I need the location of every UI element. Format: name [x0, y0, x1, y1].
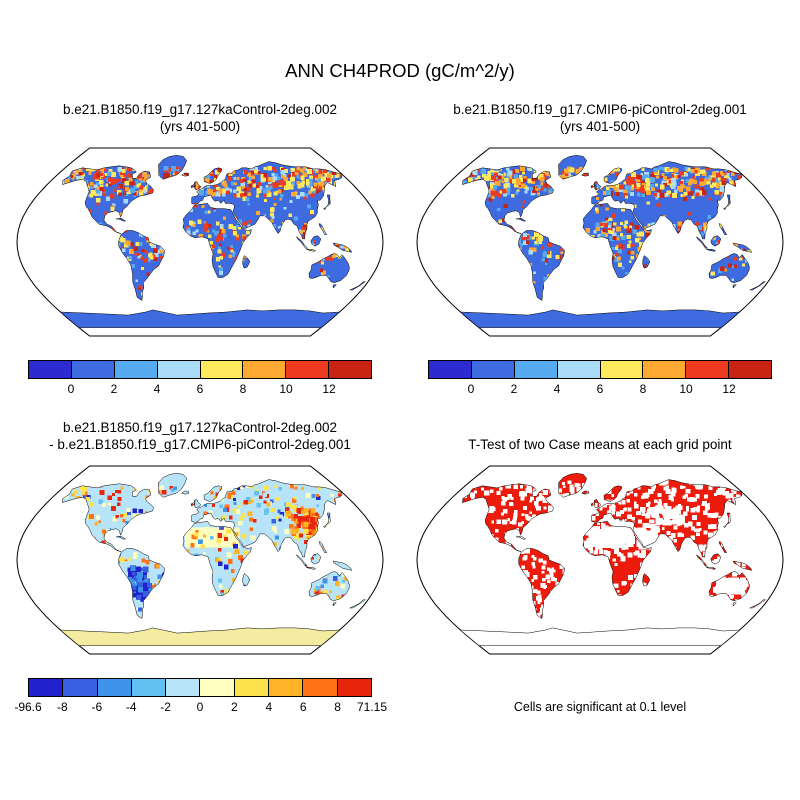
panel-title-case2: b.e21.B1850.f19_g17.CMIP6-piControl-2deg…	[400, 102, 800, 138]
colorbar-cell	[243, 361, 287, 378]
colorbar-tick: -2	[160, 700, 171, 714]
panel-title-case1: b.e21.B1850.f19_g17.127kaControl-2deg.00…	[0, 102, 400, 138]
colorbar-tick: 2	[510, 382, 518, 396]
colorbar-mean-left: 0 2 4 6 8 10 12	[28, 360, 372, 396]
colorbar-tick: 4	[265, 700, 273, 714]
panel-title-ttest: T-Test of two Case means at each grid po…	[468, 437, 732, 452]
colorbar-cell	[600, 361, 644, 378]
colorbar-cell	[303, 679, 338, 696]
colorbar-cell	[337, 679, 371, 696]
colorbar-cells	[28, 360, 372, 379]
colorbar-cell	[200, 679, 235, 696]
colorbar-cell	[729, 361, 771, 378]
colorbar-cell	[157, 361, 201, 378]
colorbar-cell	[131, 679, 167, 696]
panel-title-line1: b.e21.B1850.f19_g17.127kaControl-2deg.00…	[63, 102, 337, 117]
colorbar-cell	[166, 679, 201, 696]
panel-case2-mean: b.e21.B1850.f19_g17.CMIP6-piControl-2deg…	[400, 102, 800, 396]
colorbar-ticks: -96.6 -8 -6 -4 -2 0 2 4 6 8 71.15	[14, 697, 387, 714]
colorbar-cell	[114, 361, 158, 378]
colorbar-cell	[514, 361, 558, 378]
colorbar-tick: -4	[125, 700, 137, 714]
colorbar-tick: 6	[299, 700, 307, 714]
colorbar-cell	[97, 679, 132, 696]
colorbar-ticks: 0 2 4 6 8 10 12	[428, 379, 772, 396]
colorbar-cell	[286, 361, 330, 378]
colorbar-tick: 2	[110, 382, 118, 396]
colorbar-cell	[29, 679, 64, 696]
colorbar-tick: 4	[153, 382, 161, 396]
map-container-difference	[14, 462, 386, 658]
map-container-ttest	[414, 462, 786, 658]
colorbar-cell	[71, 361, 115, 378]
colorbar-tick: 8	[239, 382, 247, 396]
colorbar-cell	[200, 361, 244, 378]
world-map-ttest	[416, 465, 784, 655]
colorbar-mean-right: 0 2 4 6 8 10 12	[428, 360, 772, 396]
colorbar-tick: 2	[231, 700, 238, 714]
world-map-case1-mean	[16, 147, 384, 337]
world-map-difference	[16, 465, 384, 655]
figure-title: ANN CH4PROD (gC/m^2/y)	[285, 60, 515, 81]
colorbar-tick: 6	[596, 382, 604, 396]
colorbar-cell	[269, 679, 304, 696]
colorbar-cell	[234, 679, 270, 696]
panel-title-difference: b.e21.B1850.f19_g17.127kaControl-2deg.00…	[0, 420, 400, 456]
panel-title-line2: (yrs 401-500)	[159, 118, 241, 134]
colorbar-tick: 8	[639, 382, 647, 396]
colorbar-cell	[429, 361, 472, 378]
map-container-case1	[14, 144, 386, 340]
colorbar-ticks: 0 2 4 6 8 10 12	[28, 379, 372, 396]
colorbar-tick: 6	[196, 382, 204, 396]
panel-title-line1: b.e21.B1850.f19_g17.127kaControl-2deg.00…	[63, 420, 337, 435]
colorbar-cell	[329, 361, 371, 378]
panel-difference: b.e21.B1850.f19_g17.127kaControl-2deg.00…	[0, 420, 400, 714]
colorbar-tick: 10	[679, 382, 693, 396]
panel-title-line2: - b.e21.B1850.f19_g17.CMIP6-piControl-2d…	[49, 436, 351, 452]
colorbar-cell	[471, 361, 515, 378]
colorbar-cell	[686, 361, 730, 378]
colorbar-tick: -6	[91, 700, 103, 714]
colorbar-cell	[63, 679, 98, 696]
colorbar-tick: 0	[67, 382, 75, 396]
colorbar-tick: 0	[467, 382, 475, 396]
panel-title-line1: b.e21.B1850.f19_g17.CMIP6-piControl-2deg…	[453, 102, 747, 117]
panel-case1-mean: b.e21.B1850.f19_g17.127kaControl-2deg.00…	[0, 102, 400, 396]
colorbar-cell	[643, 361, 687, 378]
colorbar-cells	[428, 360, 772, 379]
panel-title-line2: (yrs 401-500)	[559, 118, 641, 134]
world-map-case2-mean	[416, 147, 784, 337]
colorbar-tick: -96.6	[14, 700, 42, 714]
significance-caption: Cells are significant at 0.1 level	[513, 700, 687, 714]
colorbar-tick: 4	[553, 382, 561, 396]
colorbar-tick: 12	[722, 382, 736, 396]
colorbar-tick: -8	[57, 700, 68, 714]
colorbar-tick: 12	[322, 382, 336, 396]
colorbar-tick: 0	[196, 700, 204, 714]
colorbar-tick: 71.15	[356, 700, 388, 714]
colorbar-cell	[29, 361, 72, 378]
colorbar-tick: 8	[334, 700, 341, 714]
map-container-case2	[414, 144, 786, 340]
colorbar-tick: 10	[279, 382, 293, 396]
colorbar-difference: -96.6 -8 -6 -4 -2 0 2 4 6 8 71.15	[14, 678, 387, 714]
colorbar-cells	[28, 678, 372, 697]
panel-ttest: T-Test of two Case means at each grid po…	[400, 420, 800, 714]
colorbar-cell	[557, 361, 601, 378]
